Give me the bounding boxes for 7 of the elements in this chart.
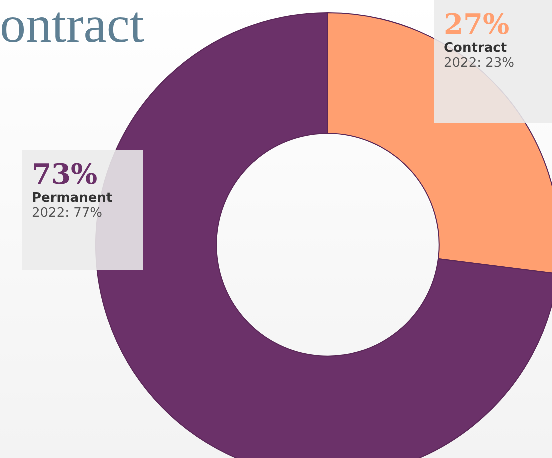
text: 2022: 23%: [444, 56, 516, 71]
data-label: 73%: [32, 158, 99, 191]
chart-title: ontract: [0, 0, 144, 55]
slice-label: Contract: [444, 41, 508, 56]
data-label: 27%: [444, 8, 511, 41]
slice-label: Permanent: [32, 191, 114, 206]
text: 2022: 77%: [32, 206, 104, 221]
